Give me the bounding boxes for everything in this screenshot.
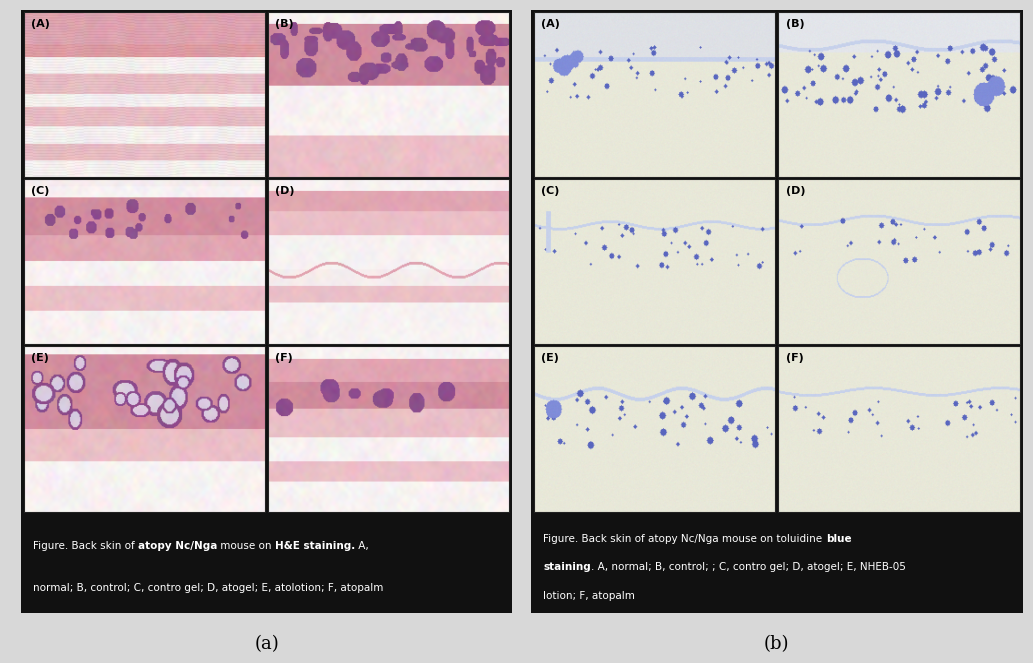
Text: (D): (D) — [786, 186, 805, 196]
Text: (b): (b) — [764, 635, 789, 653]
Text: lotion; F, atopalm: lotion; F, atopalm — [543, 591, 635, 601]
Text: (B): (B) — [276, 19, 294, 29]
Text: (B): (B) — [786, 19, 805, 29]
Text: (A): (A) — [541, 19, 560, 29]
Text: mouse on: mouse on — [217, 540, 275, 550]
Text: (E): (E) — [31, 353, 49, 363]
Text: (E): (E) — [541, 353, 559, 363]
Text: staining: staining — [543, 562, 591, 572]
Text: H&E staining.: H&E staining. — [275, 540, 355, 550]
Text: Figure. Back skin of: Figure. Back skin of — [33, 540, 138, 550]
Text: (C): (C) — [31, 186, 50, 196]
Text: Figure. Back skin of atopy Nc/Nga mouse on toluidine: Figure. Back skin of atopy Nc/Nga mouse … — [543, 534, 825, 544]
Text: (C): (C) — [541, 186, 560, 196]
Text: A,: A, — [355, 540, 369, 550]
Text: (D): (D) — [276, 186, 294, 196]
Text: (A): (A) — [31, 19, 50, 29]
Text: atopy Nc/Nga: atopy Nc/Nga — [138, 540, 217, 550]
Text: . A, normal; B, control; ; C, contro gel; D, atogel; E, NHEB-05: . A, normal; B, control; ; C, contro gel… — [591, 562, 906, 572]
Text: blue: blue — [825, 534, 851, 544]
Text: normal; B, control; C, contro gel; D, atogel; E, atolotion; F, atopalm: normal; B, control; C, contro gel; D, at… — [33, 583, 383, 593]
Text: (a): (a) — [254, 635, 279, 653]
Text: (F): (F) — [276, 353, 293, 363]
Text: (F): (F) — [786, 353, 804, 363]
